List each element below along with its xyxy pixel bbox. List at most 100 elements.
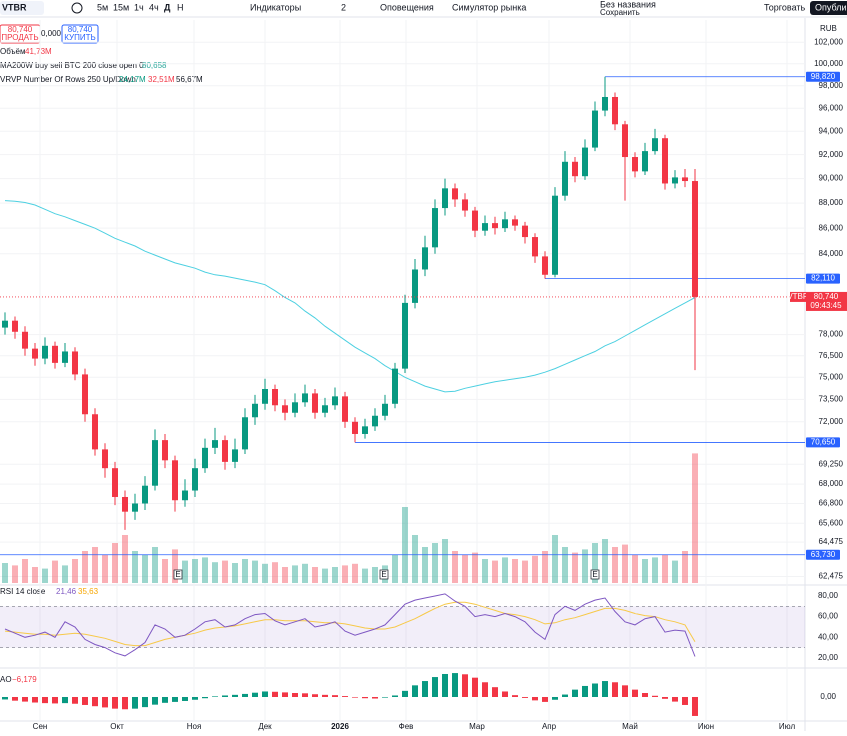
- publish-label[interactable]: Опублик: [815, 2, 847, 12]
- volume-bar: [112, 543, 118, 583]
- volume-bar: [422, 547, 428, 583]
- toolbar: VTBR 5м 15м 1ч 4ч Д Н Индикаторы 2 Опове…: [0, 0, 847, 18]
- ao-bar: [682, 696, 688, 705]
- ao-bar: [492, 687, 498, 697]
- ma-legend-value: 80,658: [142, 61, 167, 70]
- volume-bar: [122, 535, 128, 583]
- y-tick-label: 98,000: [819, 81, 844, 90]
- sell-price[interactable]: 80,740: [8, 25, 33, 34]
- volume-bar: [402, 507, 408, 583]
- ao-bar: [192, 696, 198, 700]
- volume-bar: [552, 535, 558, 583]
- symbol[interactable]: VTBR: [2, 2, 27, 12]
- interval[interactable]: 15м: [113, 2, 129, 12]
- candle-body: [262, 388, 268, 404]
- volume-bar: [292, 565, 298, 583]
- volume-bar: [92, 547, 98, 583]
- rsi-tick-label: 60,00: [818, 612, 839, 621]
- buy-label[interactable]: КУПИТЬ: [64, 33, 95, 42]
- ao-bar: [622, 685, 628, 697]
- candle-body: [542, 256, 548, 275]
- buy-button[interactable]: [61, 24, 99, 44]
- y-tick-label: 92,000: [819, 150, 844, 159]
- candle-body: [272, 388, 278, 406]
- ao-bar: [282, 692, 288, 697]
- volume-bar: [142, 555, 148, 583]
- candle-body: [532, 237, 538, 257]
- event-marker: [379, 569, 389, 580]
- candle-body: [242, 417, 248, 450]
- buy-price[interactable]: 80,740: [68, 25, 93, 34]
- layouts-count[interactable]: 2: [341, 2, 346, 12]
- rsi-tick-label: 20,00: [818, 653, 839, 662]
- volume-bar: [372, 567, 378, 583]
- rsi-tick-label: 80,00: [818, 591, 839, 600]
- volume-bar: [522, 560, 528, 583]
- ao-bar: [92, 696, 98, 707]
- x-tick-label: Мар: [469, 722, 485, 731]
- candle-body: [662, 138, 668, 184]
- ao-bar: [122, 696, 128, 710]
- ao-bar: [352, 696, 358, 698]
- candle-body: [302, 393, 308, 403]
- volume-bar: [612, 547, 618, 583]
- ao-bar: [112, 696, 118, 709]
- volume-bar: [352, 563, 358, 583]
- indicators-button[interactable]: Индикаторы: [250, 2, 301, 12]
- ao-bar: [362, 696, 368, 699]
- y-tick-label: 76,500: [819, 351, 844, 360]
- ao-bar: [42, 696, 48, 704]
- ao-bar: [302, 693, 308, 697]
- y-tick-label: 96,000: [819, 103, 844, 112]
- symbol-box[interactable]: [0, 1, 44, 15]
- event-label: E: [175, 570, 180, 579]
- price-label-bg: [806, 549, 840, 560]
- last-price-bg: [806, 291, 847, 311]
- ao-bar: [562, 694, 568, 697]
- trade-button[interactable]: Торговать: [764, 2, 806, 12]
- candle-body: [102, 449, 108, 469]
- candle-body: [132, 503, 138, 512]
- ao-bar: [452, 673, 458, 697]
- ao-bar: [482, 682, 488, 697]
- alerts-button[interactable]: Оповещения: [380, 2, 434, 12]
- candle-body: [652, 138, 658, 152]
- candle-body: [502, 219, 508, 229]
- ao-bar: [162, 696, 168, 703]
- volume-bar: [412, 535, 418, 583]
- y-tick-label: 78,000: [819, 330, 844, 339]
- volume-bar: [692, 453, 698, 583]
- ao-bar: [342, 696, 348, 697]
- sell-label[interactable]: ПРОДАТЬ: [1, 33, 38, 42]
- publish-button[interactable]: [810, 1, 847, 15]
- interval[interactable]: 4ч: [149, 2, 159, 12]
- volume-bar: [222, 560, 228, 583]
- save-label[interactable]: Сохранить: [600, 8, 640, 17]
- ao-bar: [132, 696, 138, 709]
- candle-body: [422, 247, 428, 270]
- ao-bar: [662, 696, 668, 699]
- ao-bar: [402, 690, 408, 697]
- ao-bar: [592, 683, 598, 697]
- interval-active[interactable]: Д: [164, 2, 171, 12]
- interval[interactable]: Н: [177, 2, 184, 12]
- add-symbol-icon[interactable]: [71, 2, 83, 14]
- price-label: 82,110: [811, 274, 835, 283]
- price-label: 70,650: [811, 438, 836, 447]
- y-tick-label: 72,000: [819, 417, 844, 426]
- ao-bar: [2, 696, 8, 700]
- volume-bar: [102, 555, 108, 583]
- volume-bar: [12, 565, 18, 583]
- interval[interactable]: 5м: [97, 2, 108, 12]
- interval[interactable]: 1ч: [134, 2, 144, 12]
- layout-name[interactable]: Без названия: [600, 0, 656, 9]
- candle-body: [592, 110, 598, 148]
- volume-bar: [362, 568, 368, 583]
- volume-bar: [432, 543, 438, 583]
- replay-button[interactable]: Симулятор рынка: [452, 2, 526, 12]
- ao-bar: [262, 691, 268, 697]
- last-symbol: VTBR: [787, 292, 809, 301]
- ao-bar: [172, 696, 178, 702]
- volume-legend-value: 41,73M: [25, 47, 52, 56]
